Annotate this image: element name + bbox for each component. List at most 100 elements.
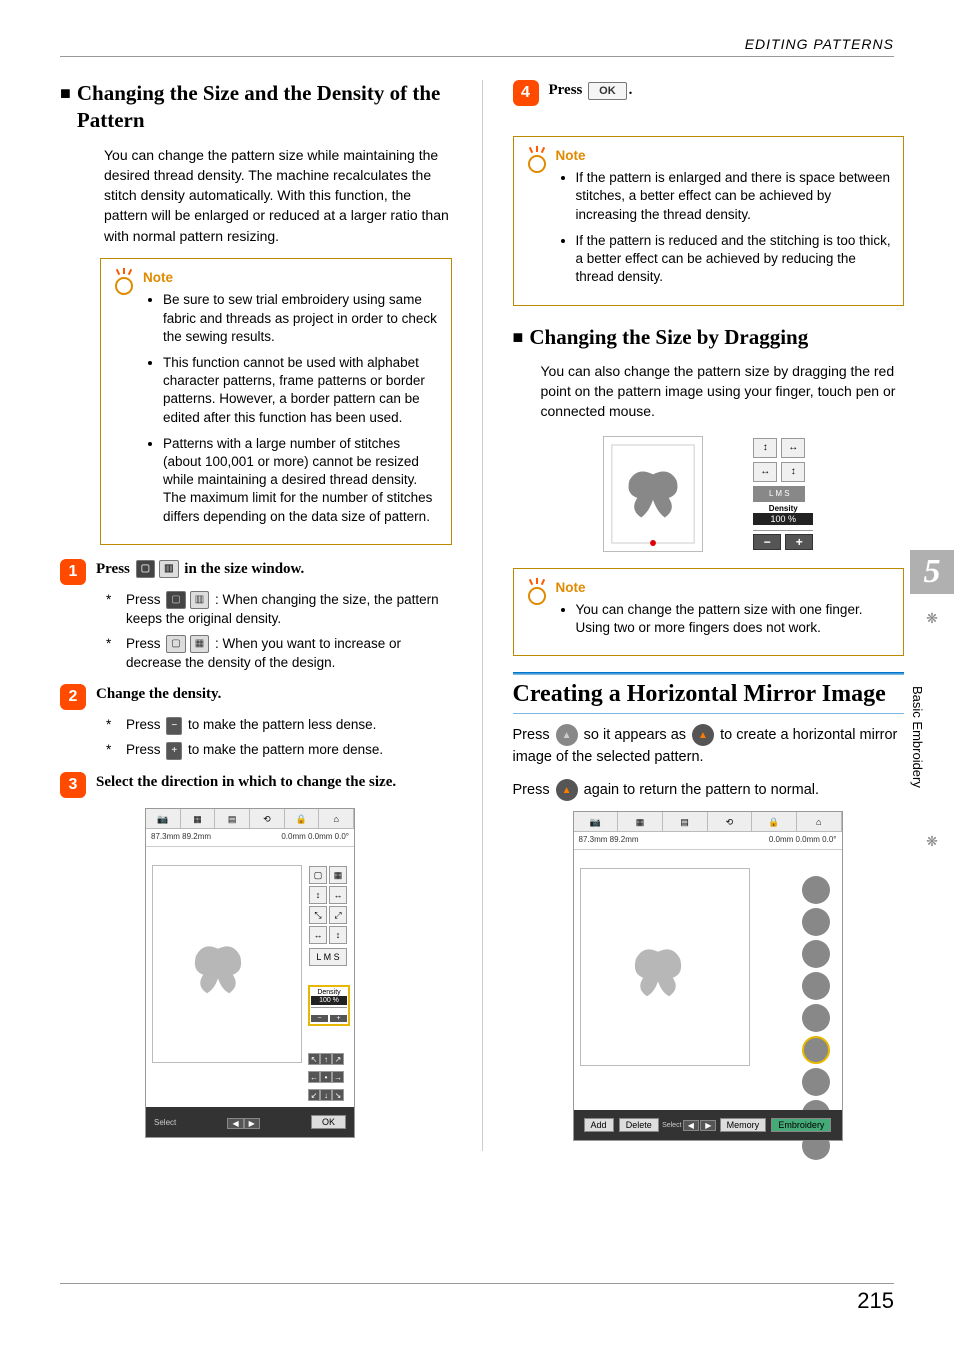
density-value: 100 % (311, 996, 347, 1005)
prev-icon: ◀ (683, 1120, 699, 1131)
mirror-paragraph-2: Press again to return the pattern to nor… (513, 779, 905, 802)
sub-prefix: Press (126, 592, 161, 607)
size-mode-a-icon: ▢ (166, 591, 185, 609)
step3-text: Select the direction in which to change … (96, 772, 396, 793)
heading-size-density: ■ Changing the Size and the Density of t… (60, 80, 452, 135)
sub-prefix: Press (126, 742, 161, 757)
major-heading: Creating a Horizontal Mirror Image (513, 679, 905, 709)
size-mode-a-icon: ▢ (166, 635, 185, 653)
square-bullet-icon: ■ (60, 82, 71, 135)
asterisk-icon: * (106, 635, 126, 673)
step-2: 2 Change the density. (60, 684, 452, 710)
step-number-icon: 4 (513, 80, 539, 106)
note-box-1: Note Be sure to sew trial embroidery usi… (100, 258, 452, 545)
select-label: Select (154, 1118, 176, 1127)
step4-text-b: . (629, 82, 633, 98)
dims-right: 0.0mm 0.0mm 0.0° (281, 832, 349, 842)
step1-text-a: Press (96, 561, 130, 577)
sub-prefix: Press (126, 717, 161, 732)
direction-pad: ↖↑↗ ←•→ ↙↓↘ (308, 1049, 350, 1103)
ok-button-icon: OK (588, 82, 627, 100)
note-item: If the pattern is reduced and the stitch… (576, 232, 892, 287)
step-number-icon: 1 (60, 559, 86, 585)
note-item: You can change the pattern size with one… (576, 601, 892, 637)
heading-dragging: ■ Changing the Size by Dragging (513, 324, 905, 351)
note-box-2: Note If the pattern is enlarged and ther… (513, 136, 905, 306)
sub-suffix: to make the pattern more dense. (188, 742, 383, 757)
add-button: Add (584, 1118, 614, 1132)
major-heading-wrap: Creating a Horizontal Mirror Image (513, 672, 905, 714)
select-label: Select (662, 1122, 681, 1129)
side-controls: ▢▦ ↕↔ ⤡⤢ ↔↕ L M S (308, 865, 350, 967)
mirror-on-icon (556, 779, 578, 801)
butterfly-design-icon (604, 437, 702, 551)
step-4: 4 Press OK. (513, 80, 905, 106)
column-divider (482, 80, 483, 1151)
size-mode-a-icon: ▢ (136, 560, 155, 578)
plus-icon: + (166, 742, 182, 760)
asterisk-icon: * (106, 741, 126, 760)
intro-paragraph: You can change the pattern size while ma… (104, 145, 452, 246)
footer-rule (60, 1283, 894, 1284)
note-item: If the pattern is enlarged and there is … (576, 169, 892, 224)
dims-left: 87.3mm 89.2mm (579, 835, 639, 845)
prev-icon: ◀ (227, 1118, 243, 1129)
canvas (580, 868, 750, 1066)
step-3: 3 Select the direction in which to chang… (60, 772, 452, 798)
decoration-icon: ❋ (910, 833, 954, 850)
dims-right: 0.0mm 0.0mm 0.0° (769, 835, 837, 845)
ok-button: OK (311, 1115, 346, 1129)
step-1: 1 Press ▢▥ in the size window. (60, 559, 452, 585)
text: so it appears as (584, 727, 686, 743)
minus-icon: − (166, 717, 182, 735)
note-title: Note (556, 579, 892, 597)
chapter-label: Basic Embroidery (910, 657, 925, 817)
density-panel: Density 100 % −+ (308, 985, 350, 1026)
density-label: Density (311, 989, 347, 996)
dims-left: 87.3mm 89.2mm (151, 832, 211, 842)
mirror-on-icon (692, 724, 714, 746)
heading-text: Changing the Size and the Density of the… (77, 80, 452, 135)
lms-label: L M S (309, 948, 347, 966)
step2-text: Change the density. (96, 684, 221, 705)
heading-text: Changing the Size by Dragging (529, 324, 808, 351)
canvas (152, 865, 302, 1063)
butterfly-design-icon (181, 934, 255, 1008)
size-window-screenshot: 📷▦▤⟲🔒⌂ 87.3mm 89.2mm 0.0mm 0.0mm 0.0° ▢▦… (145, 808, 355, 1138)
mirror-off-icon (556, 724, 578, 746)
lms-label: L M S (753, 486, 805, 502)
mirror-paragraph-1: Press so it appears as to create a horiz… (513, 724, 905, 768)
step-number-icon: 2 (60, 684, 86, 710)
next-icon: ▶ (244, 1118, 260, 1129)
lightbulb-icon (524, 579, 550, 609)
size-mode-b-icon: ▥ (190, 591, 209, 609)
note-title: Note (143, 269, 439, 287)
note-box-3: Note You can change the pattern size wit… (513, 568, 905, 657)
minus-icon: − (753, 534, 781, 550)
drag-panels: ↕↔ ↔↕ L M S Density 100 % −+ (513, 436, 905, 552)
drag-controls: ↕↔ ↔↕ L M S Density 100 % −+ (753, 438, 813, 550)
text: Press (513, 782, 550, 798)
embroidery-button: Embroidery (771, 1118, 831, 1132)
note-item: This function cannot be used with alphab… (163, 354, 439, 427)
step-number-icon: 3 (60, 772, 86, 798)
step1-text-b: in the size window. (184, 561, 304, 577)
plus-icon: + (785, 534, 813, 550)
intro-dragging: You can also change the pattern size by … (541, 361, 905, 422)
edit-window-screenshot: 📷▦▤⟲🔒⌂ 87.3mm 89.2mm 0.0mm 0.0mm 0.0° Ad… (573, 811, 843, 1141)
note-item: Be sure to sew trial embroidery using sa… (163, 291, 439, 346)
step4-text-a: Press (549, 82, 583, 98)
page-number: 215 (857, 1288, 894, 1314)
note-title: Note (556, 147, 892, 165)
sub-prefix: Press (126, 636, 161, 651)
decoration-icon: ❋ (910, 610, 954, 627)
delete-button: Delete (619, 1118, 659, 1132)
density-label: Density (753, 504, 813, 513)
density-value: 100 % (753, 513, 813, 525)
memory-button: Memory (720, 1118, 767, 1132)
mirror-tool-highlighted (802, 1036, 830, 1064)
drag-canvas (603, 436, 703, 552)
asterisk-icon: * (106, 591, 126, 629)
chapter-tab: 5 ❋ Basic Embroidery ❋ (910, 550, 954, 810)
size-mode-b-icon: ▦ (190, 635, 209, 653)
